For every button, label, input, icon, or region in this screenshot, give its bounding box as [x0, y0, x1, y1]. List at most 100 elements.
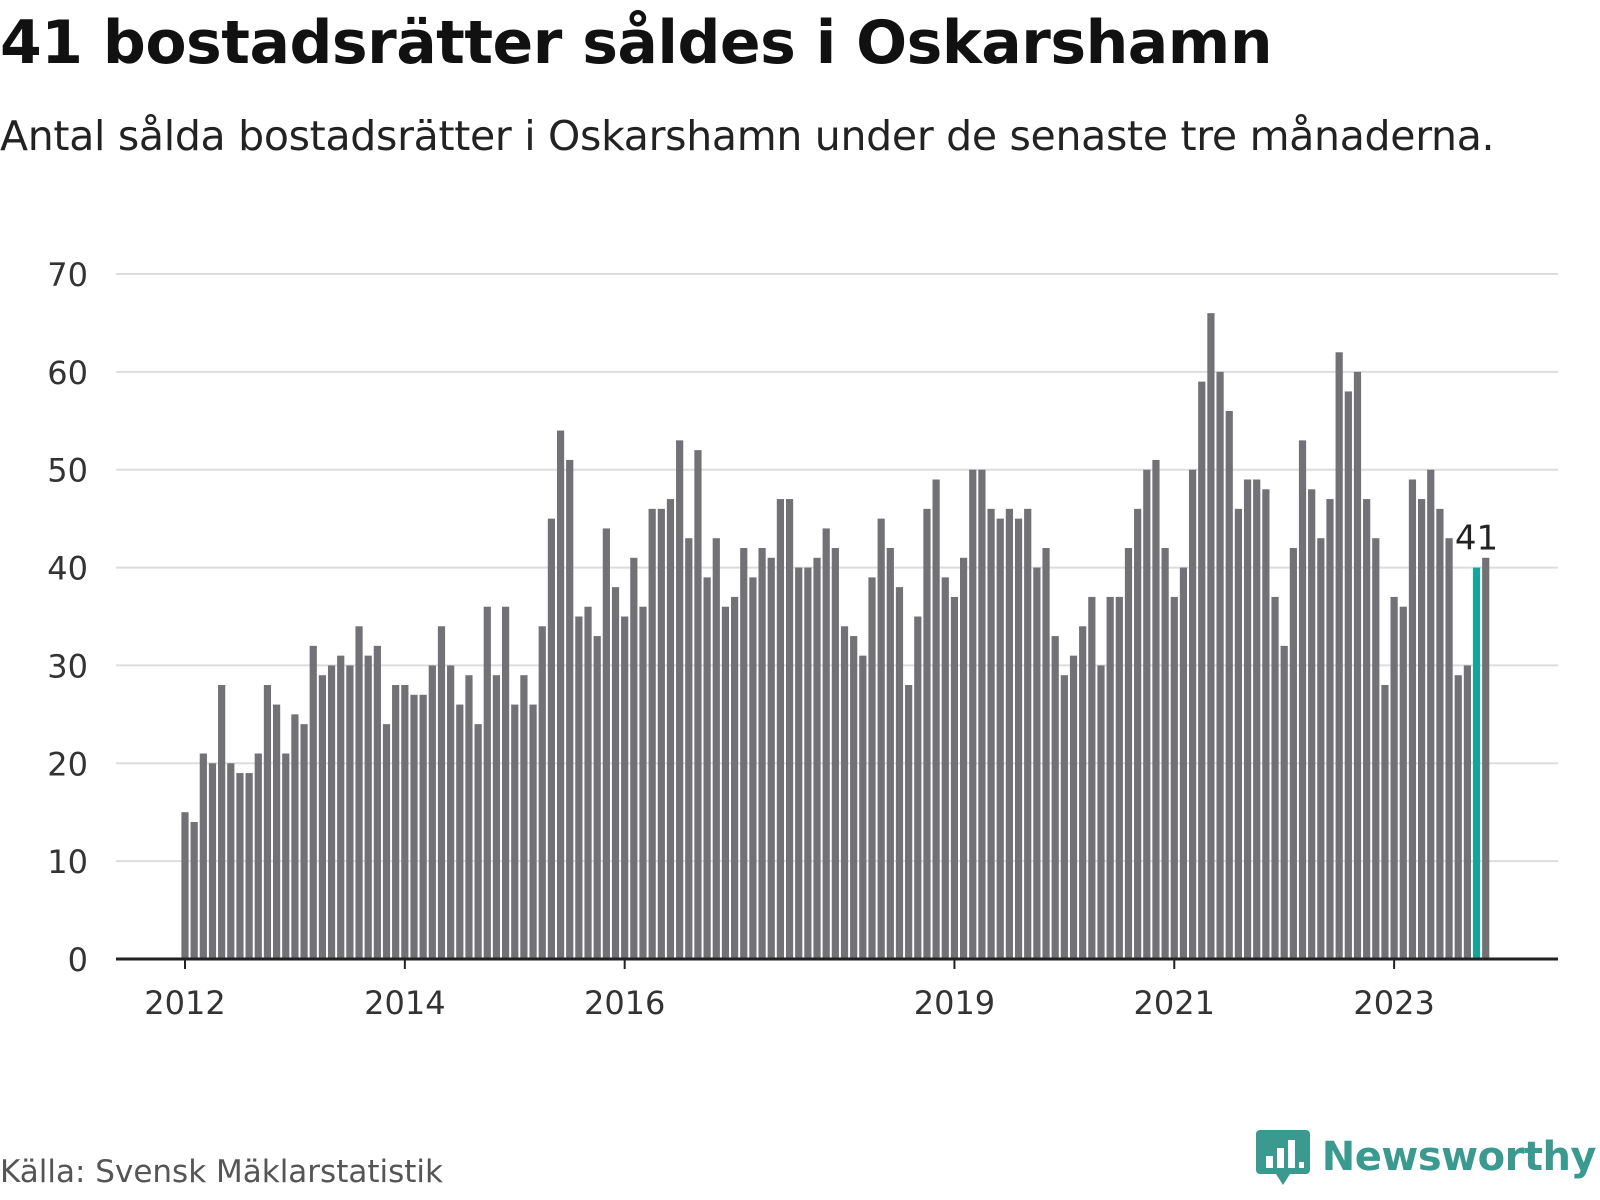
chart-subtitle: Antal sålda bostadsrätter i Oskarshamn u… [0, 112, 1495, 160]
bar [502, 606, 510, 959]
bar [1326, 499, 1334, 959]
bar [621, 616, 629, 959]
bar [1079, 626, 1087, 959]
bar [492, 675, 501, 959]
y-axis-labels: 0 10 20 30 40 50 60 70 [47, 256, 88, 979]
bar [575, 616, 583, 959]
bar [556, 430, 565, 959]
bar [437, 626, 446, 959]
bar [236, 773, 244, 959]
bar [373, 645, 381, 959]
bar [1271, 596, 1279, 959]
y-tick-label: 30 [47, 647, 88, 685]
bar [932, 479, 940, 959]
bar-chart: 0 10 20 30 40 50 60 70 2012 2014 2016 2019 2021 2023… [47, 256, 1558, 1022]
bar [822, 528, 830, 959]
newsworthy-logo-icon [1255, 1130, 1310, 1185]
bar [1308, 489, 1316, 959]
bar [712, 538, 720, 959]
bar [273, 704, 281, 959]
bar [1418, 499, 1426, 959]
bar [657, 508, 665, 959]
bar [1088, 596, 1096, 959]
bar [227, 763, 235, 959]
bar [511, 704, 519, 959]
bar [309, 645, 317, 959]
bar [1372, 538, 1380, 959]
bar [795, 567, 803, 959]
bar [447, 665, 455, 959]
bar [474, 724, 482, 959]
bar [1106, 596, 1114, 959]
x-axis-labels: 2012 2014 2016 2019 2021 2023 [144, 959, 1435, 1022]
y-tick-label: 70 [47, 256, 88, 294]
bar [1042, 548, 1050, 959]
bar [593, 636, 601, 959]
bar [602, 528, 610, 959]
bar [1262, 489, 1270, 959]
bar [1024, 508, 1032, 959]
y-tick-label: 20 [47, 745, 88, 783]
bar [1143, 469, 1151, 959]
y-tick-label: 50 [47, 452, 88, 490]
bar [300, 724, 308, 959]
bar [914, 616, 922, 959]
bar [483, 606, 491, 959]
bar [1280, 645, 1288, 959]
bar [1060, 675, 1068, 959]
bar [1234, 508, 1242, 959]
bar [1344, 391, 1352, 959]
bar [886, 548, 894, 959]
bar [1005, 508, 1013, 959]
bar [465, 675, 473, 959]
latest-value-label: 41 [1455, 519, 1498, 559]
bar [529, 704, 537, 959]
bar [776, 499, 784, 959]
brand-name: Newsworthy [1321, 1134, 1597, 1180]
bar [245, 773, 253, 959]
bar [282, 753, 290, 959]
bar [401, 685, 409, 959]
bar [1225, 411, 1233, 959]
bar [648, 508, 656, 959]
bar [1253, 479, 1261, 959]
bar-highlighted [1472, 567, 1481, 959]
bar [538, 626, 546, 959]
bar [1124, 548, 1133, 959]
bar [254, 753, 262, 959]
bar [1482, 557, 1490, 959]
bar [1289, 548, 1297, 959]
bar [840, 626, 849, 959]
bars [181, 313, 1490, 959]
bar [337, 655, 345, 959]
bar [428, 665, 436, 959]
bar [1216, 371, 1224, 959]
brand-logo[interactable]: Newsworthy [1255, 1128, 1597, 1186]
bar [1335, 352, 1343, 959]
bar [382, 724, 391, 959]
bar [721, 606, 730, 959]
bar [950, 596, 959, 959]
bar [694, 450, 702, 959]
bar [1427, 469, 1435, 959]
bar [877, 518, 885, 959]
bar [1243, 479, 1252, 959]
bar [1454, 675, 1462, 959]
bar [584, 606, 592, 959]
bar [758, 548, 766, 959]
bar [566, 459, 574, 959]
bar [969, 469, 977, 959]
bar [364, 655, 372, 959]
bar [978, 469, 986, 959]
bar [850, 636, 858, 959]
bar [1033, 567, 1041, 959]
bar [1097, 665, 1105, 959]
bar [740, 548, 748, 959]
bar [190, 822, 198, 959]
bar [666, 499, 675, 959]
bar [1069, 655, 1078, 959]
x-tick-label: 2019 [914, 984, 995, 1022]
bar [703, 577, 711, 959]
bar [731, 596, 739, 959]
bar [1170, 596, 1178, 959]
